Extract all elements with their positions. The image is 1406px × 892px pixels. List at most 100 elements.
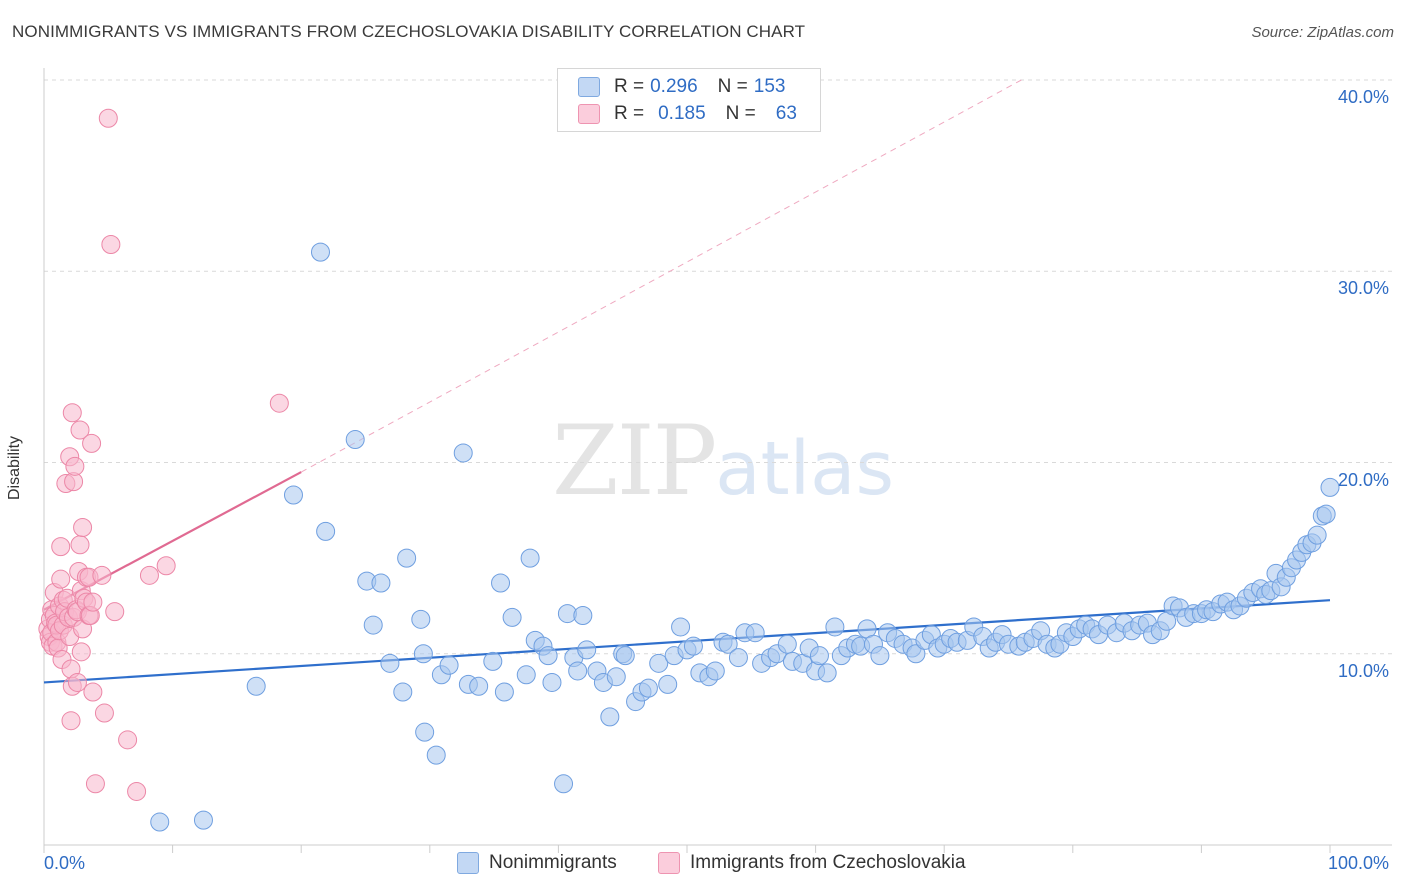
- y-axis-label: Disability: [6, 435, 23, 500]
- nonimmigrant-point: [817, 663, 837, 683]
- nonimmigrant-point: [246, 676, 266, 696]
- nonimmigrant-point: [745, 623, 765, 643]
- nonimmigrant-point: [1320, 477, 1340, 497]
- watermark-zip: ZIP: [552, 405, 717, 517]
- chart-title: NONIMMIGRANTS VS IMMIGRANTS FROM CZECHOS…: [12, 22, 806, 41]
- nonimmigrant-point: [413, 644, 433, 664]
- r-value: 0.185: [658, 103, 706, 124]
- n-label: N =: [725, 103, 756, 124]
- nonimmigrant-point: [577, 640, 597, 660]
- nonimmigrant-point: [777, 634, 797, 654]
- immigrant-point: [73, 518, 93, 538]
- trend-line-immigrants-extension: [300, 79, 1022, 473]
- nonimmigrant-point: [494, 682, 514, 702]
- immigrant-point: [65, 456, 85, 476]
- nonimmigrant-point: [728, 648, 748, 668]
- n-value: 63: [775, 103, 797, 124]
- n-label: N =: [717, 76, 748, 97]
- nonimmigrant-point: [411, 609, 431, 629]
- immigrants-swatch: [658, 852, 680, 874]
- immigrant-point: [61, 711, 81, 731]
- n-value: 153: [753, 76, 786, 97]
- nonimmigrant-point: [906, 644, 926, 664]
- x-tick-min: 0.0%: [44, 853, 86, 873]
- immigrants-swatch: [578, 104, 600, 124]
- nonimmigrant-point: [825, 617, 845, 637]
- legend-row-immigrants: R = 0.185 N = 63: [578, 101, 797, 127]
- trend-lines: [43, 79, 1331, 684]
- immigrant-point: [71, 642, 91, 662]
- immigrant-point: [118, 730, 138, 750]
- nonimmigrant-point: [638, 678, 658, 698]
- nonimmigrant-point: [316, 521, 336, 541]
- immigrant-point: [51, 537, 71, 557]
- immigrant-point: [51, 569, 71, 589]
- r-label: R =: [614, 103, 645, 124]
- nonimmigrant-point: [683, 636, 703, 656]
- nonimmigrant-point: [439, 655, 459, 675]
- immigrant-point: [92, 565, 112, 585]
- source-label: Source: ZipAtlas.com: [1251, 24, 1394, 41]
- legend-row-nonimmigrants: R = 0.296 N = 153: [578, 74, 785, 100]
- nonimmigrants-swatch: [457, 852, 479, 874]
- nonimmigrant-point: [415, 722, 435, 742]
- nonimmigrant-point: [606, 667, 626, 687]
- nonimmigrant-point: [1307, 525, 1327, 545]
- immigrant-point: [67, 672, 87, 692]
- r-value: 0.296: [650, 76, 698, 97]
- nonimmigrant-point: [658, 674, 678, 694]
- nonimmigrant-point: [193, 810, 213, 830]
- nonimmigrant-point: [573, 606, 593, 625]
- nonimmigrant-point: [568, 661, 588, 681]
- legend-item-immigrants: Immigrants from Czechoslovakia: [658, 852, 966, 874]
- immigrant-point: [83, 592, 103, 612]
- watermark: ZIPatlas: [552, 405, 894, 517]
- nonimmigrant-point: [393, 682, 413, 702]
- r-label: R =: [614, 76, 645, 97]
- nonimmigrant-point: [516, 665, 536, 685]
- nonimmigrant-point: [491, 573, 511, 593]
- nonimmigrant-point: [380, 653, 400, 673]
- nonimmigrant-point: [542, 672, 562, 692]
- nonimmigrant-point: [426, 745, 446, 765]
- nonimmigrant-point: [520, 548, 540, 568]
- nonimmigrant-point: [718, 634, 738, 654]
- y-tick-label-40: 40.0%: [1338, 87, 1390, 107]
- immigrant-point: [62, 403, 82, 423]
- nonimmigrant-point: [538, 646, 558, 666]
- nonimmigrant-point: [363, 615, 383, 635]
- immigrant-point: [85, 774, 105, 794]
- bottom-legend: Nonimmigrants Immigrants from Czechoslov…: [0, 852, 1406, 878]
- nonimmigrant-point: [600, 707, 620, 727]
- axes: [43, 68, 1392, 853]
- immigrant-point: [98, 108, 118, 128]
- stats-legend: R = 0.296 N = 153 R = 0.185 N = 63: [557, 68, 821, 132]
- data-points: [38, 108, 1340, 832]
- nonimmigrant-point: [483, 651, 503, 671]
- nonimmigrant-point: [397, 548, 417, 568]
- nonimmigrant-point: [649, 653, 669, 673]
- immigrant-point: [127, 781, 147, 801]
- nonimmigrants-swatch: [578, 77, 600, 97]
- nonimmigrant-point: [502, 607, 522, 627]
- grid-lines: [44, 79, 1392, 655]
- legend-label-immigrants: Immigrants from Czechoslovakia: [690, 852, 966, 873]
- immigrant-point: [101, 234, 121, 254]
- watermark-atlas: atlas: [715, 426, 895, 512]
- nonimmigrant-point: [809, 646, 829, 666]
- x-tick-max: 100.0%: [1328, 853, 1390, 873]
- immigrant-point: [94, 703, 114, 723]
- nonimmigrant-point: [310, 242, 330, 262]
- nonimmigrant-point: [283, 485, 303, 505]
- immigrant-point: [83, 682, 103, 702]
- immigrant-point: [70, 420, 90, 440]
- legend-label-nonimmigrants: Nonimmigrants: [489, 852, 617, 873]
- nonimmigrant-point: [1316, 504, 1336, 524]
- nonimmigrant-point: [671, 617, 691, 637]
- legend-item-nonimmigrants: Nonimmigrants: [457, 852, 617, 874]
- nonimmigrant-point: [150, 812, 170, 832]
- nonimmigrant-point: [615, 646, 635, 666]
- nonimmigrant-point: [371, 573, 391, 593]
- nonimmigrant-point: [345, 430, 365, 450]
